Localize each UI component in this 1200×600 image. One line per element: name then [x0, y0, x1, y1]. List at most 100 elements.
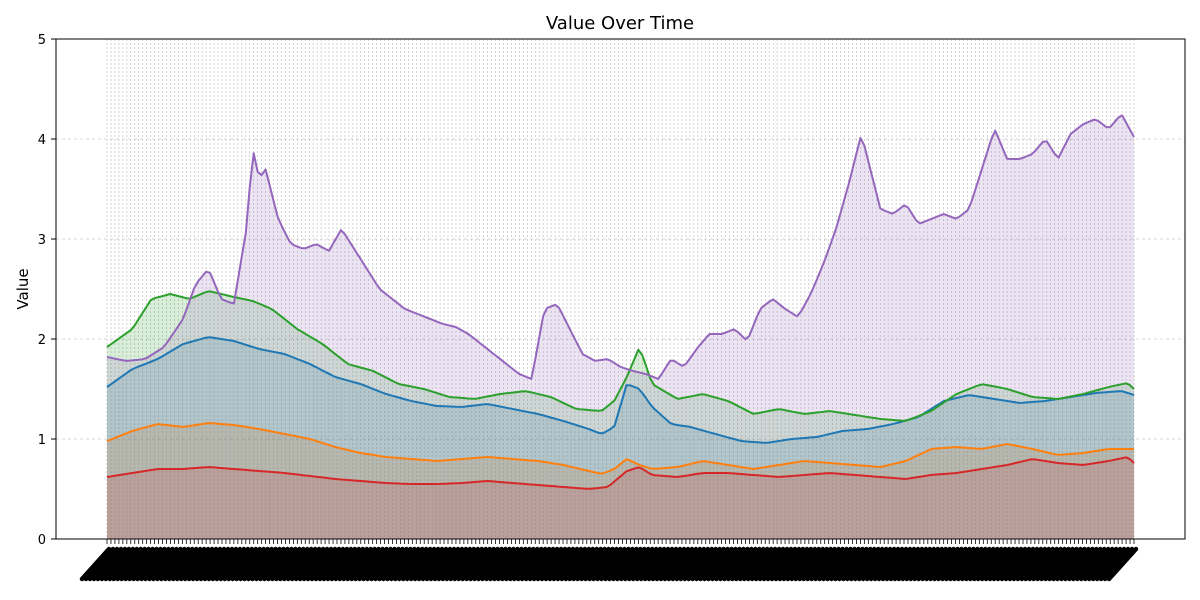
x-tick-label-mark	[353, 546, 385, 582]
x-tick-label-mark	[722, 546, 754, 582]
x-tick-label-mark	[932, 546, 964, 582]
x-tick-label-mark	[718, 546, 750, 582]
x-tick-label-mark	[234, 546, 266, 582]
x-tick-label-mark	[226, 546, 258, 582]
x-tick-label-mark	[1102, 546, 1135, 582]
x-tick-label-mark	[151, 546, 183, 582]
x-tick-label-mark	[626, 546, 659, 582]
x-tick-label-mark	[345, 546, 377, 582]
x-tick-label-mark	[163, 546, 195, 582]
x-tick-label-mark	[531, 546, 564, 582]
x-tick-label-mark	[995, 546, 1028, 582]
x-tick-label-mark	[460, 546, 492, 582]
x-tick-label-mark	[765, 546, 798, 582]
x-tick-label-mark	[515, 546, 548, 582]
x-tick-label-mark	[301, 546, 334, 582]
x-tick-label-mark	[178, 546, 211, 582]
x-tick-label-mark	[1090, 546, 1123, 582]
x-tick-label-mark	[289, 546, 322, 582]
x-tick-label-mark	[837, 546, 869, 582]
line-layer	[106, 114, 1135, 490]
x-tick-label-mark	[749, 546, 782, 582]
x-tick-label-mark	[622, 546, 655, 582]
x-tick-label-mark	[666, 546, 699, 582]
x-tick-label-mark	[900, 546, 933, 582]
x-tick-label-mark	[670, 546, 703, 582]
x-tick-label-mark	[571, 546, 603, 582]
x-tick-label-mark	[83, 546, 116, 582]
x-tick-label-mark	[694, 546, 726, 582]
x-tick-label-mark	[634, 546, 667, 582]
x-tick-label-mark	[281, 546, 314, 582]
x-tick-label-mark	[408, 546, 441, 582]
x-tick-label-mark	[1106, 546, 1139, 582]
x-tick-label-mark	[484, 546, 516, 582]
x-tick-label-mark	[829, 546, 861, 582]
x-tick-label-mark	[377, 546, 409, 582]
series-area-1	[107, 423, 1134, 539]
x-tick-label-mark	[262, 546, 294, 582]
x-tick-label-mark	[726, 546, 758, 582]
x-tick-label-mark	[761, 546, 794, 582]
x-tick-label-mark	[535, 546, 568, 582]
x-tick-label-mark	[452, 546, 484, 582]
x-tick-label-mark	[615, 546, 647, 582]
x-tick-label-mark	[714, 546, 746, 582]
x-tick-label-mark	[373, 546, 405, 582]
x-tick-label-mark	[440, 546, 473, 582]
x-tick-label-mark	[991, 546, 1024, 582]
y-tick-label: 1	[38, 433, 46, 448]
x-tick-label-mark	[1063, 546, 1095, 582]
x-tick-label-mark	[781, 546, 814, 582]
x-tick-label-mark	[313, 546, 346, 582]
x-tick-label-mark	[147, 546, 179, 582]
x-tick-label-mark	[737, 546, 770, 582]
x-tick-label-mark	[952, 546, 984, 582]
x-tick-label-mark	[753, 546, 786, 582]
x-tick-label-mark	[789, 546, 822, 582]
x-tick-label-mark	[492, 546, 524, 582]
x-tick-label-mark	[305, 546, 338, 582]
x-tick-label-mark	[456, 546, 488, 582]
x-tick-label-mark	[365, 546, 397, 582]
x-tick-label-mark	[385, 546, 417, 582]
x-tick-label-mark	[159, 546, 191, 582]
x-tick-label-mark	[559, 546, 592, 582]
x-tick-label-mark	[1015, 546, 1048, 582]
x-tick-label-mark	[111, 546, 143, 582]
x-tick-label-mark	[309, 546, 342, 582]
x-tick-label-mark	[1007, 546, 1040, 582]
x-tick-label-mark	[1086, 546, 1119, 582]
x-tick-label-mark	[1047, 546, 1079, 582]
x-tick-label-mark	[904, 546, 937, 582]
x-tick-label-mark	[1019, 546, 1052, 582]
x-tick-label-mark	[856, 546, 889, 582]
x-tick-label-mark	[1082, 546, 1115, 582]
x-tick-label-mark	[706, 546, 738, 582]
y-tick-label: 5	[38, 33, 46, 48]
x-tick-label-mark	[174, 546, 207, 582]
x-tick-label-mark	[107, 546, 140, 582]
x-tick-layer	[79, 539, 1139, 582]
x-tick-label-mark	[868, 546, 901, 582]
x-tick-label-mark	[595, 546, 627, 582]
x-tick-label-mark	[103, 546, 136, 582]
x-tick-label-mark	[254, 546, 286, 582]
x-tick-label-mark	[285, 546, 318, 582]
x-tick-label-mark	[222, 546, 254, 582]
x-tick-label-mark	[139, 546, 171, 582]
x-tick-label-mark	[821, 546, 853, 582]
x-tick-label-mark	[504, 546, 536, 582]
plot-frame	[55, 38, 1186, 540]
y-tick-label: 2	[38, 333, 46, 348]
x-tick-label-mark	[1051, 546, 1083, 582]
x-tick-label-mark	[579, 546, 611, 582]
x-tick-label-mark	[964, 546, 996, 582]
x-tick-label-mark	[507, 546, 540, 582]
x-tick-label-mark	[79, 546, 112, 582]
y-tick-label: 0	[38, 533, 46, 548]
x-tick-label-mark	[690, 546, 722, 582]
x-tick-label-mark	[702, 546, 734, 582]
x-tick-label-mark	[357, 546, 389, 582]
x-tick-label-mark	[730, 546, 762, 582]
